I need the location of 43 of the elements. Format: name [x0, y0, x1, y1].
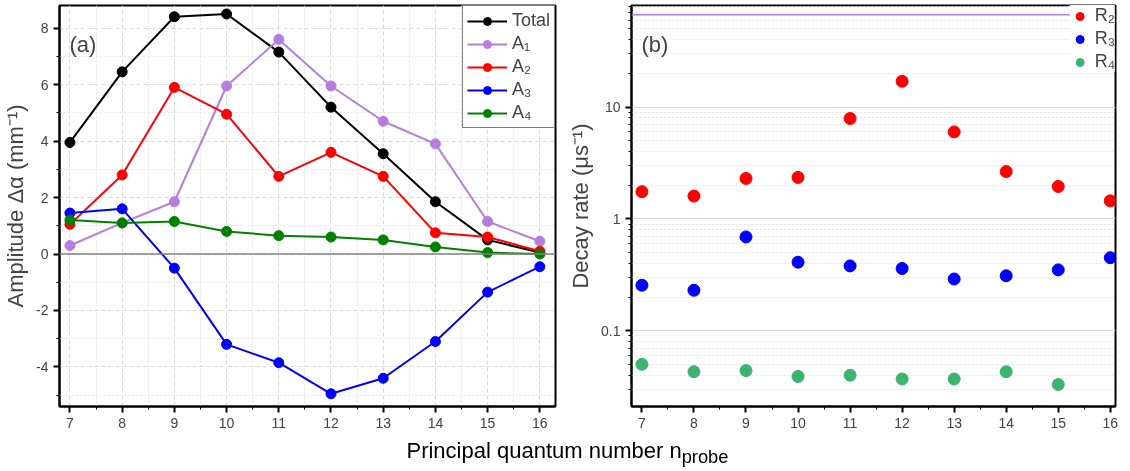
annotation: (a)	[69, 31, 97, 57]
legend-label: A₂	[511, 56, 532, 77]
x-tick-label: 7	[638, 414, 647, 431]
y-tick-label: 0.1	[601, 322, 621, 339]
y-tick-label: 0	[40, 246, 49, 263]
annotation: (b)	[641, 31, 669, 57]
y-tick-label: -2	[36, 302, 49, 319]
legend-label: R₃	[1094, 28, 1115, 49]
legend-label: A₃	[511, 79, 532, 100]
legend-label: R₂	[1094, 5, 1115, 26]
y-tick-label: 10	[604, 99, 621, 116]
y-tick-label: 2	[40, 189, 49, 206]
x-tick-label: 12	[323, 414, 339, 431]
y-axis-title: Amplitude Δα (mm⁻¹)	[3, 104, 29, 308]
x-tick-label: 13	[375, 414, 392, 431]
x-tick-label: 11	[271, 414, 287, 431]
x-tick-label: 12	[894, 414, 911, 431]
y-tick-label: 8	[40, 20, 49, 37]
legend-label: A₄	[511, 102, 532, 123]
x-axis-title: Principal quantum number n$_{probe}$	[406, 437, 729, 470]
legend-label: Total	[511, 10, 550, 31]
x-tick-label: 9	[742, 414, 751, 431]
x-tick-label: 8	[690, 414, 699, 431]
y-tick-label: 1	[612, 210, 621, 227]
x-tick-label: 10	[790, 414, 807, 431]
x-tick-label: 11	[842, 414, 858, 431]
x-tick-label: 15	[1050, 414, 1067, 431]
y-tick-label: -4	[36, 358, 49, 375]
y-tick-label: 4	[40, 133, 49, 150]
legend-label: R₄	[1094, 51, 1115, 72]
x-tick-label: 16	[1102, 414, 1119, 431]
x-tick-label: 10	[218, 414, 235, 431]
legend-label: A₁	[511, 33, 532, 54]
x-tick-label: 8	[118, 414, 127, 431]
y-axis-title: Decay rate (μs⁻¹)	[568, 123, 594, 289]
x-tick-label: 9	[170, 414, 179, 431]
x-tick-label: 14	[998, 414, 1015, 431]
x-tick-label: 13	[946, 414, 963, 431]
x-tick-label: 15	[479, 414, 496, 431]
x-tick-label: 14	[427, 414, 444, 431]
y-tick-label: 6	[40, 76, 49, 93]
x-tick-label: 7	[66, 414, 75, 431]
x-tick-label: 16	[532, 414, 548, 431]
